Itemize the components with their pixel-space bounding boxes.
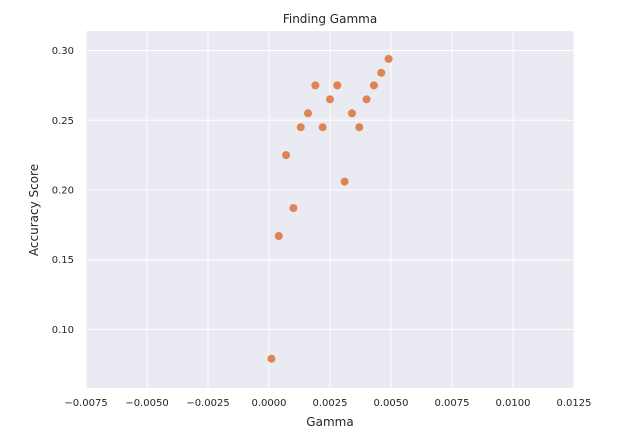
y-tick-label: 0.30 [52, 46, 74, 57]
data-point [296, 123, 305, 132]
data-point [267, 354, 276, 363]
data-point [347, 109, 356, 118]
y-tick-labels: 0.10 0.15 0.20 0.25 0.30 [52, 46, 74, 336]
data-point [384, 54, 393, 63]
data-point [274, 231, 283, 240]
x-tick-label: −0.0050 [125, 398, 168, 409]
x-tick-label: −0.0075 [64, 398, 107, 409]
data-point [333, 81, 342, 90]
data-point [311, 81, 320, 90]
data-point [355, 123, 364, 132]
x-tick-label: 0.0000 [252, 398, 287, 409]
data-point [289, 204, 298, 213]
y-tick-label: 0.25 [52, 116, 74, 127]
data-point [377, 68, 386, 77]
y-tick-label: 0.10 [52, 325, 74, 336]
x-tick-labels: −0.0075 −0.0050 −0.0025 0.0000 0.0025 0.0050 0… [64, 398, 591, 409]
data-point [340, 177, 349, 186]
data-points [267, 54, 393, 363]
y-axis-label: Accuracy Score [27, 164, 41, 256]
data-point [318, 123, 327, 132]
x-tick-label: 0.0025 [313, 398, 348, 409]
grid-lines [85, 31, 575, 388]
x-tick-label: 0.0125 [557, 398, 592, 409]
x-tick-label: −0.0025 [186, 398, 229, 409]
data-point [362, 95, 371, 104]
data-point [369, 81, 378, 90]
x-tick-label: 0.0075 [435, 398, 470, 409]
data-point [282, 151, 291, 160]
data-point [304, 109, 313, 118]
y-tick-label: 0.20 [52, 185, 74, 196]
data-point [326, 95, 334, 104]
x-tick-label: 0.0100 [496, 398, 531, 409]
x-tick-label: 0.0050 [374, 398, 409, 409]
x-axis-label: Gamma [306, 415, 353, 429]
y-tick-label: 0.15 [52, 255, 74, 266]
chart-title: Finding Gamma [283, 12, 377, 26]
